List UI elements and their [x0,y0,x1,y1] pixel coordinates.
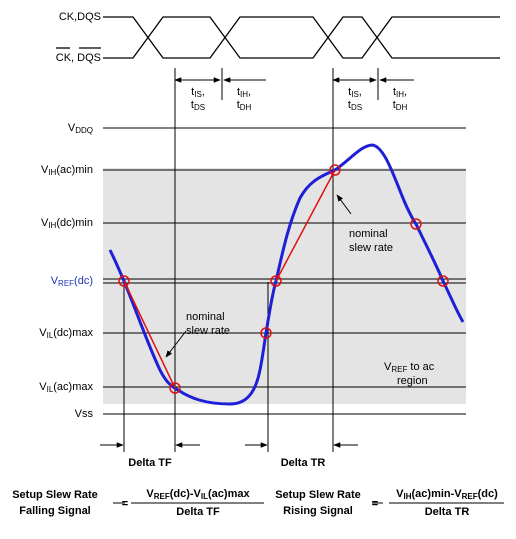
text-part: t [237,86,240,98]
text-part: (dc) [74,275,93,287]
formula-name: Rising Signal [283,505,353,517]
text-part: t [191,86,194,98]
subscript: REF [391,365,407,374]
text-part: t [393,86,396,98]
text-part: , [248,86,251,98]
text-part: V [146,488,154,500]
formula-numerator: VIH(ac)min-VREF(dc) [396,488,498,501]
formula-name: Setup Slew Rate [12,489,98,501]
timing-label: tIS, [191,86,205,99]
delta-label: Delta TF [128,457,172,469]
subscript: DDQ [75,126,93,135]
text-part: t [348,99,351,111]
subscript: REF [462,492,478,501]
text-part: t [393,99,396,111]
text-part: t [348,86,351,98]
level-lines [103,127,466,415]
level-label: VREF(dc) [51,275,93,288]
text-part: V [396,488,404,500]
text-part: V [41,164,49,176]
formula-name: Falling Signal [19,505,91,517]
signal-label: CK,DQS [59,11,101,23]
text-part: (dc)min [56,217,93,229]
text-part: Vss [75,408,94,420]
timing-label: tDS [191,99,205,112]
subscript: DH [240,103,252,112]
annotation: nominal [349,228,388,240]
slew-lines [118,164,449,394]
text-part: to ac [407,361,434,373]
subscript: IH [404,492,412,501]
signal-label: CK, DQS [56,52,101,64]
formula-name: Setup Slew Rate [275,489,361,501]
formula-equals: = [372,498,378,510]
formula-denominator: Delta TR [425,506,470,518]
annotation: slew rate [349,242,393,254]
subscript: IL [47,331,54,340]
level-label: VIH(ac)min [41,164,93,177]
annotation: slew rate [186,325,230,337]
subscript: IH [48,168,56,177]
annotation: region [397,375,428,387]
text-part: (dc)-V [170,488,202,500]
text-part: t [237,99,240,111]
text-part: V [51,275,59,287]
clock-waves [56,16,500,59]
timing-label: tIH, [393,86,407,99]
text-part: (dc) [478,488,499,500]
subscript: REF [154,492,170,501]
text-part: (ac)min-V [412,488,463,500]
delta-label: Delta TR [281,457,326,469]
annotation: VREF to ac [384,361,435,374]
text-part: (ac)min [56,164,93,176]
text-part: V [39,381,47,393]
text-part: , [359,86,362,98]
level-label: Vss [75,408,94,420]
subscript: IH [396,90,404,99]
timing-label: tDH [393,99,408,112]
text-part: V [68,122,76,134]
subscript: IH [240,90,248,99]
text-part: V [41,217,49,229]
level-label: VIH(dc)min [41,217,93,230]
subscript: DH [396,103,408,112]
timing-label: tIH, [237,86,251,99]
level-label: VDDQ [68,122,93,135]
text-part: , [202,86,205,98]
subscript: IH [48,221,56,230]
subscript: DS [351,103,362,112]
subscript: IL [201,492,208,501]
subscript: IL [47,385,54,394]
formula-denominator: Delta TF [176,506,220,518]
subscript: REF [58,279,74,288]
text-part: t [191,99,194,111]
subscript: IS [351,90,359,99]
timing-label: tDS [348,99,362,112]
text-part: (ac)max [208,488,250,500]
timing-label: tDH [237,99,252,112]
text-part: V [39,327,47,339]
level-label: VIL(dc)max [39,327,93,340]
text-part: , [404,86,407,98]
subscript: IS [194,90,202,99]
annotation: nominal [186,311,225,323]
timing-label: tIS, [348,86,362,99]
formula-numerator: VREF(dc)-VIL(ac)max [146,488,250,501]
text-part: V [384,361,392,373]
text-part: (ac)max [53,381,93,393]
level-label: VIL(ac)max [39,381,93,394]
formula-equals: = [122,498,128,510]
subscript: DS [194,103,205,112]
text-part: (dc)max [53,327,93,339]
